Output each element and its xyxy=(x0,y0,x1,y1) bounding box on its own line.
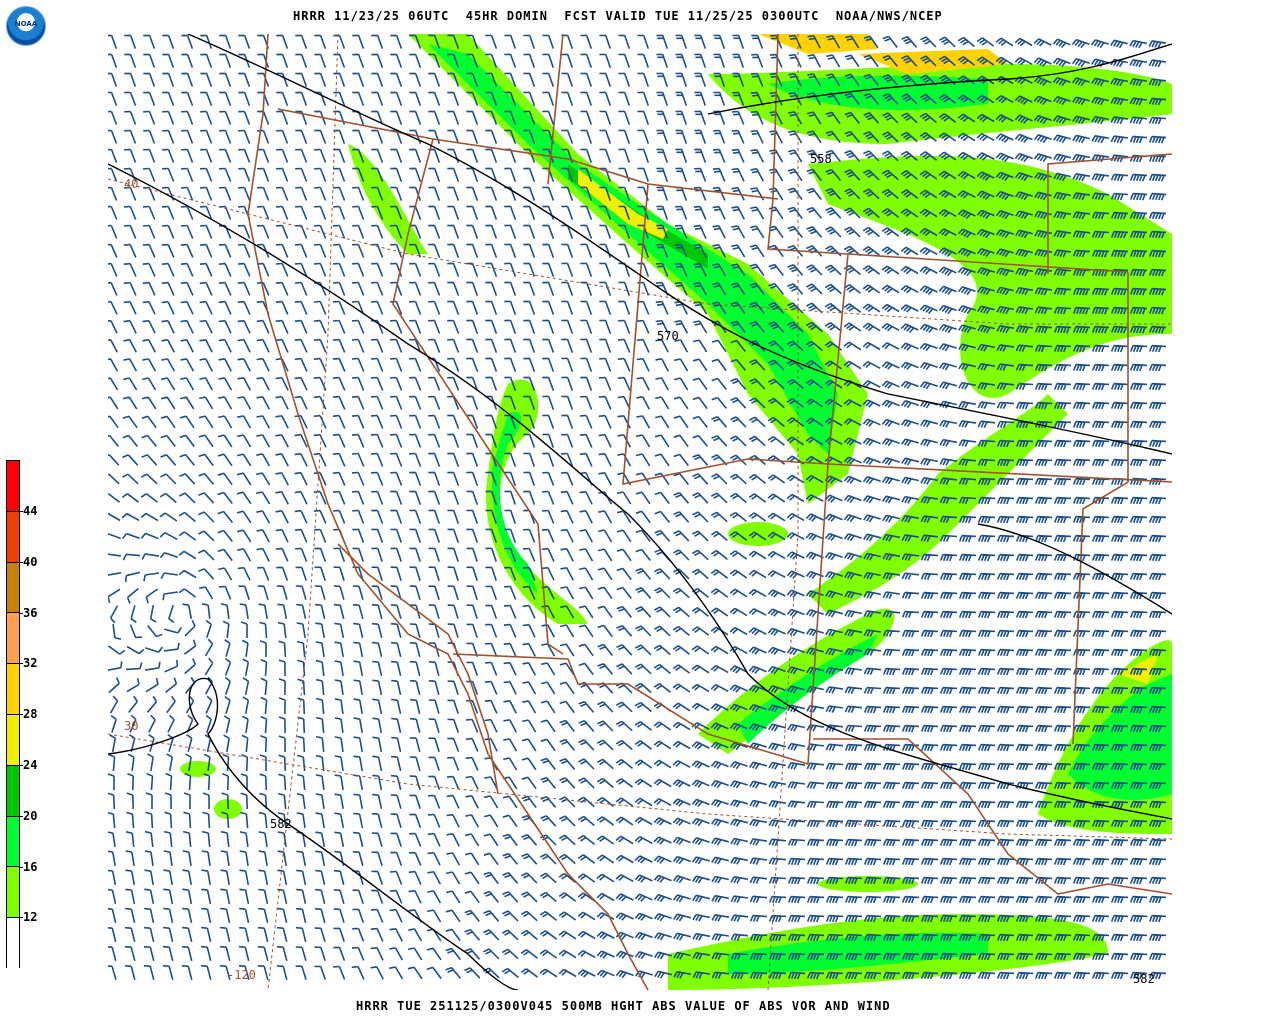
wind-barb-field xyxy=(108,34,1167,981)
legend-label: 20 xyxy=(18,808,38,823)
map-title: HRRR 11/23/25 06UTC 45HR DOMIN FCST VALI… xyxy=(293,9,943,23)
contour-label: 582 xyxy=(270,817,292,831)
contour-label: 570 xyxy=(657,329,679,343)
map-caption: HRRR TUE 251125/0300V045 500MB HGHT ABS … xyxy=(356,999,891,1013)
legend-label: 44 xyxy=(18,504,38,518)
legend-label: 28 xyxy=(18,707,38,722)
state-borders xyxy=(247,34,1172,990)
contour-label: 558 xyxy=(810,152,832,166)
legend-swatch xyxy=(6,510,20,562)
legend-label: 32 xyxy=(18,656,38,671)
weather-map xyxy=(108,34,1172,990)
legend-swatch xyxy=(6,815,20,867)
legend-swatch xyxy=(6,460,20,511)
legend-swatch xyxy=(6,917,20,968)
legend-label: 36 xyxy=(18,605,38,620)
legend-label: 40 xyxy=(18,554,38,569)
legend-swatch xyxy=(6,663,20,714)
wind-barbs xyxy=(108,34,1167,981)
noaa-logo: NOAA xyxy=(6,6,46,46)
longitude-label: -120 xyxy=(227,968,256,982)
legend-label: 24 xyxy=(18,758,38,772)
legend-swatch xyxy=(6,713,20,765)
legend-swatch xyxy=(6,764,20,816)
legend-swatch xyxy=(6,561,20,613)
legend-swatch xyxy=(6,612,20,664)
legend-label: 12 xyxy=(18,910,38,925)
height-contours xyxy=(108,34,1172,990)
color-legend: 44 40 36 32 28 24 20 16 12 xyxy=(6,460,37,968)
latitude-label: 30 xyxy=(124,719,139,733)
latitude-label: 40 xyxy=(124,177,139,191)
contour-label: 582 xyxy=(1133,972,1155,986)
legend-label: 16 xyxy=(18,859,38,874)
legend-swatch xyxy=(6,866,20,918)
